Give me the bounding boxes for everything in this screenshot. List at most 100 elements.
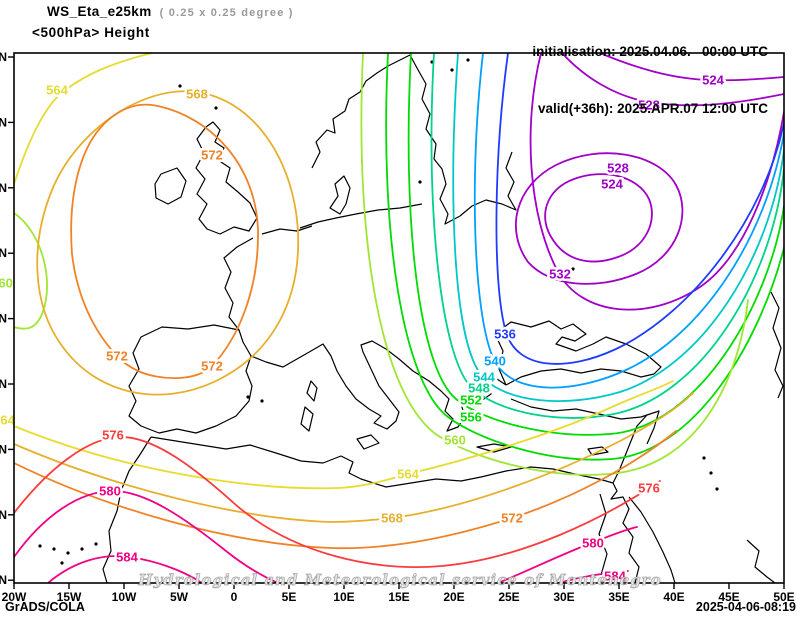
island-dot (178, 84, 182, 88)
island-dot (214, 106, 218, 110)
contour-label-560: 560 (444, 433, 466, 448)
coastline-path (250, 340, 507, 432)
y-axis-label: N (0, 508, 7, 522)
contour-line-556 (385, 53, 784, 461)
coastline-path (102, 436, 152, 583)
x-axis-label: 30E (553, 590, 574, 604)
contour-line-536 (495, 53, 784, 365)
island-dot (450, 68, 454, 72)
contour-line-552 (407, 53, 784, 436)
coastline-path (223, 237, 254, 331)
island-dot (260, 399, 264, 403)
coastline-path (598, 493, 608, 576)
y-axis-label: N (0, 377, 7, 391)
contour-line-532 (529, 53, 784, 311)
model-name: WS_Eta_e25km (47, 4, 152, 19)
contour-label-560: 560 (0, 276, 13, 291)
contour-label-564: 564 (46, 83, 68, 98)
contour-label-580: 580 (582, 536, 604, 551)
contour-label-576: 576 (102, 428, 124, 443)
coastline-path (587, 446, 609, 456)
title-line: WS_Eta_e25km ( 0.25 x 0.25 degree ) (47, 4, 294, 19)
x-axis-label: 20W (2, 590, 27, 604)
x-axis-label: 50E (773, 590, 794, 604)
coastline-path (195, 121, 258, 235)
coastline-path (299, 203, 423, 229)
y-axis-label: N (0, 115, 7, 129)
contour-line-548 (430, 53, 784, 419)
y-axis-label: N (0, 573, 7, 587)
contour-label-524: 524 (601, 177, 623, 192)
contour-labels: 5245245285285325365405445485525565605605… (0, 70, 727, 586)
contour-label-528: 528 (607, 161, 629, 176)
coastline-path (628, 496, 676, 583)
coastline-path (300, 406, 314, 432)
contour-label-556: 556 (460, 410, 482, 425)
contour-label-584: 584 (604, 569, 626, 584)
contour-label-568: 568 (381, 511, 403, 526)
coastline-path (150, 436, 614, 488)
contour-label-572: 572 (106, 349, 128, 364)
contour-line-580 (14, 490, 279, 583)
coastline-path (356, 434, 380, 450)
x-axis-label: 10E (333, 590, 354, 604)
x-axis-label: 5E (282, 590, 297, 604)
contour-line-564 (14, 380, 674, 490)
island-dot (201, 94, 205, 98)
contour-line-580 (497, 526, 638, 583)
contour-label-536: 536 (494, 327, 516, 342)
coastline-path (128, 324, 253, 434)
contour-label-532: 532 (549, 267, 571, 282)
contour-layer (14, 53, 784, 583)
contour-label-544: 544 (473, 370, 495, 385)
resolution-label: ( 0.25 x 0.25 degree ) (159, 7, 294, 19)
run-info: initialisation: 2025.04.06. 00:00 UTC va… (532, 4, 768, 156)
coastline-path (746, 539, 776, 583)
y-axis-label: N (0, 181, 7, 195)
coastline-path (261, 225, 313, 235)
island-dot (60, 561, 64, 565)
island-dot (38, 544, 42, 548)
island-dot (702, 456, 706, 460)
contour-line-568 (14, 392, 694, 523)
contour-label-548: 548 (468, 381, 490, 396)
contour-label-540: 540 (484, 354, 506, 369)
contour-line-576 (14, 436, 661, 568)
contour-line-528 (561, 53, 784, 107)
y-axis-label: N (0, 442, 7, 456)
coastline-path (329, 175, 351, 215)
island-dot (246, 395, 250, 399)
island-dot (66, 551, 70, 555)
contour-line-540 (473, 53, 784, 389)
contour-label-568: 568 (186, 87, 208, 102)
y-axis-label: N (0, 246, 7, 260)
island-dot (715, 487, 719, 491)
coastline-path (311, 54, 517, 225)
contour-label-572: 572 (201, 359, 223, 374)
contour-line-584 (557, 570, 629, 583)
contour-line-568 (36, 90, 300, 396)
island-dot (94, 542, 98, 546)
contour-line-560 (14, 212, 48, 330)
contour-line-528 (515, 152, 684, 285)
coastline-path (610, 482, 640, 583)
x-axis-label: 15W (57, 590, 82, 604)
x-axis-label: 0 (231, 590, 238, 604)
y-axis-label: N (0, 50, 7, 64)
x-axis-label: 20E (443, 590, 464, 604)
contour-label-564: 564 (397, 467, 419, 482)
watermark-text: Hydrological and Meteorological service … (137, 571, 661, 589)
creation-timestamp: 2025-04-06-08:19 (695, 600, 796, 614)
y-axis-label: N (0, 312, 7, 326)
x-axis-label: 25E (498, 590, 519, 604)
contour-label-552: 552 (460, 393, 482, 408)
contour-label-572: 572 (501, 511, 523, 526)
init-time-label: initialisation: 2025.04.06. 00:00 UTC (532, 44, 768, 59)
x-axis-label: 10W (112, 590, 137, 604)
contour-label-524: 524 (702, 73, 724, 88)
coastline-path (494, 320, 662, 386)
coastline-path (770, 291, 784, 399)
island-dot (571, 267, 575, 271)
